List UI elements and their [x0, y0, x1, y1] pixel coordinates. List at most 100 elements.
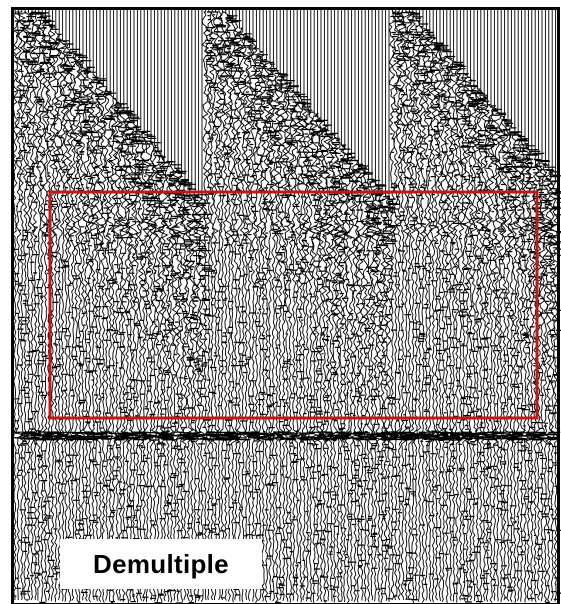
trace: [446, 10, 455, 601]
trace: [222, 10, 230, 601]
trace: [279, 10, 288, 602]
trace: [211, 10, 220, 601]
trace: [156, 10, 168, 604]
trace: [306, 10, 315, 603]
trace: [78, 10, 88, 601]
trace: [322, 10, 332, 601]
trace: [201, 10, 210, 601]
trace: [68, 10, 78, 601]
trace: [112, 10, 122, 601]
trace: [242, 10, 251, 601]
trace: [141, 10, 154, 603]
trace: [383, 10, 396, 602]
trace: [75, 10, 84, 603]
trace: [346, 10, 356, 601]
trace: [459, 10, 469, 602]
trace: [135, 10, 145, 601]
trace: [262, 10, 271, 603]
trace: [292, 10, 302, 602]
trace: [375, 10, 388, 604]
trace: [421, 10, 431, 601]
trace: [387, 10, 397, 601]
trace: [37, 10, 47, 602]
trace: [365, 10, 377, 601]
trace: [300, 10, 310, 601]
trace: [17, 10, 26, 601]
trace: [449, 10, 458, 602]
trace: [82, 10, 92, 602]
trace: [116, 10, 125, 602]
trace: [151, 10, 162, 603]
seismic-events: [14, 11, 561, 604]
trace: [228, 10, 237, 603]
trace: [165, 10, 178, 603]
trace: [478, 10, 488, 601]
trace: [57, 10, 67, 601]
trace: [290, 10, 299, 601]
trace: [540, 10, 552, 603]
trace: [405, 10, 414, 601]
trace: [503, 10, 513, 602]
trace: [204, 10, 214, 601]
trace: [512, 10, 525, 602]
trace: [180, 10, 192, 601]
trace: [28, 10, 36, 601]
trace: [336, 10, 346, 602]
trace: [515, 10, 527, 602]
trace: [85, 10, 95, 603]
trace: [520, 10, 530, 603]
trace: [238, 10, 247, 603]
trace: [184, 10, 195, 602]
trace: [117, 10, 130, 603]
trace: [416, 10, 424, 602]
trace: [265, 10, 275, 601]
trace: [527, 10, 537, 602]
trace: [52, 10, 60, 603]
trace: [245, 10, 254, 602]
trace: [92, 10, 101, 601]
trace: [442, 10, 451, 603]
trace: [469, 10, 479, 602]
trace: [359, 10, 370, 602]
trace: [146, 10, 155, 601]
trace: [224, 10, 234, 602]
trace: [483, 10, 492, 602]
event-strokes: [14, 11, 561, 604]
trace: [333, 10, 343, 601]
trace: [283, 10, 292, 602]
section-frame: [11, 7, 560, 604]
trace: [105, 10, 114, 602]
trace: [249, 10, 258, 602]
trace: [140, 10, 150, 602]
trace: [55, 10, 64, 601]
trace: [546, 10, 558, 601]
trace: [62, 10, 70, 602]
trace: [509, 10, 521, 603]
trace: [391, 10, 400, 601]
trace: [65, 10, 74, 603]
trace: [14, 10, 24, 600]
trace: [89, 10, 98, 601]
trace: [325, 10, 336, 602]
trace: [296, 10, 306, 603]
trace: [24, 10, 33, 601]
trace: [218, 10, 227, 601]
trace: [276, 10, 285, 601]
trace: [272, 10, 282, 603]
trace: [95, 10, 105, 603]
trace: [453, 10, 462, 603]
label: Demultiple: [60, 539, 262, 589]
trace: [380, 10, 391, 601]
trace: [207, 10, 217, 601]
trace: [429, 10, 438, 603]
trace: [455, 10, 465, 601]
trace: [185, 10, 198, 603]
trace: [408, 10, 418, 604]
trace: [259, 10, 267, 602]
trace: [148, 10, 159, 602]
trace: [269, 10, 277, 602]
trace: [72, 10, 81, 602]
trace: [485, 10, 495, 603]
